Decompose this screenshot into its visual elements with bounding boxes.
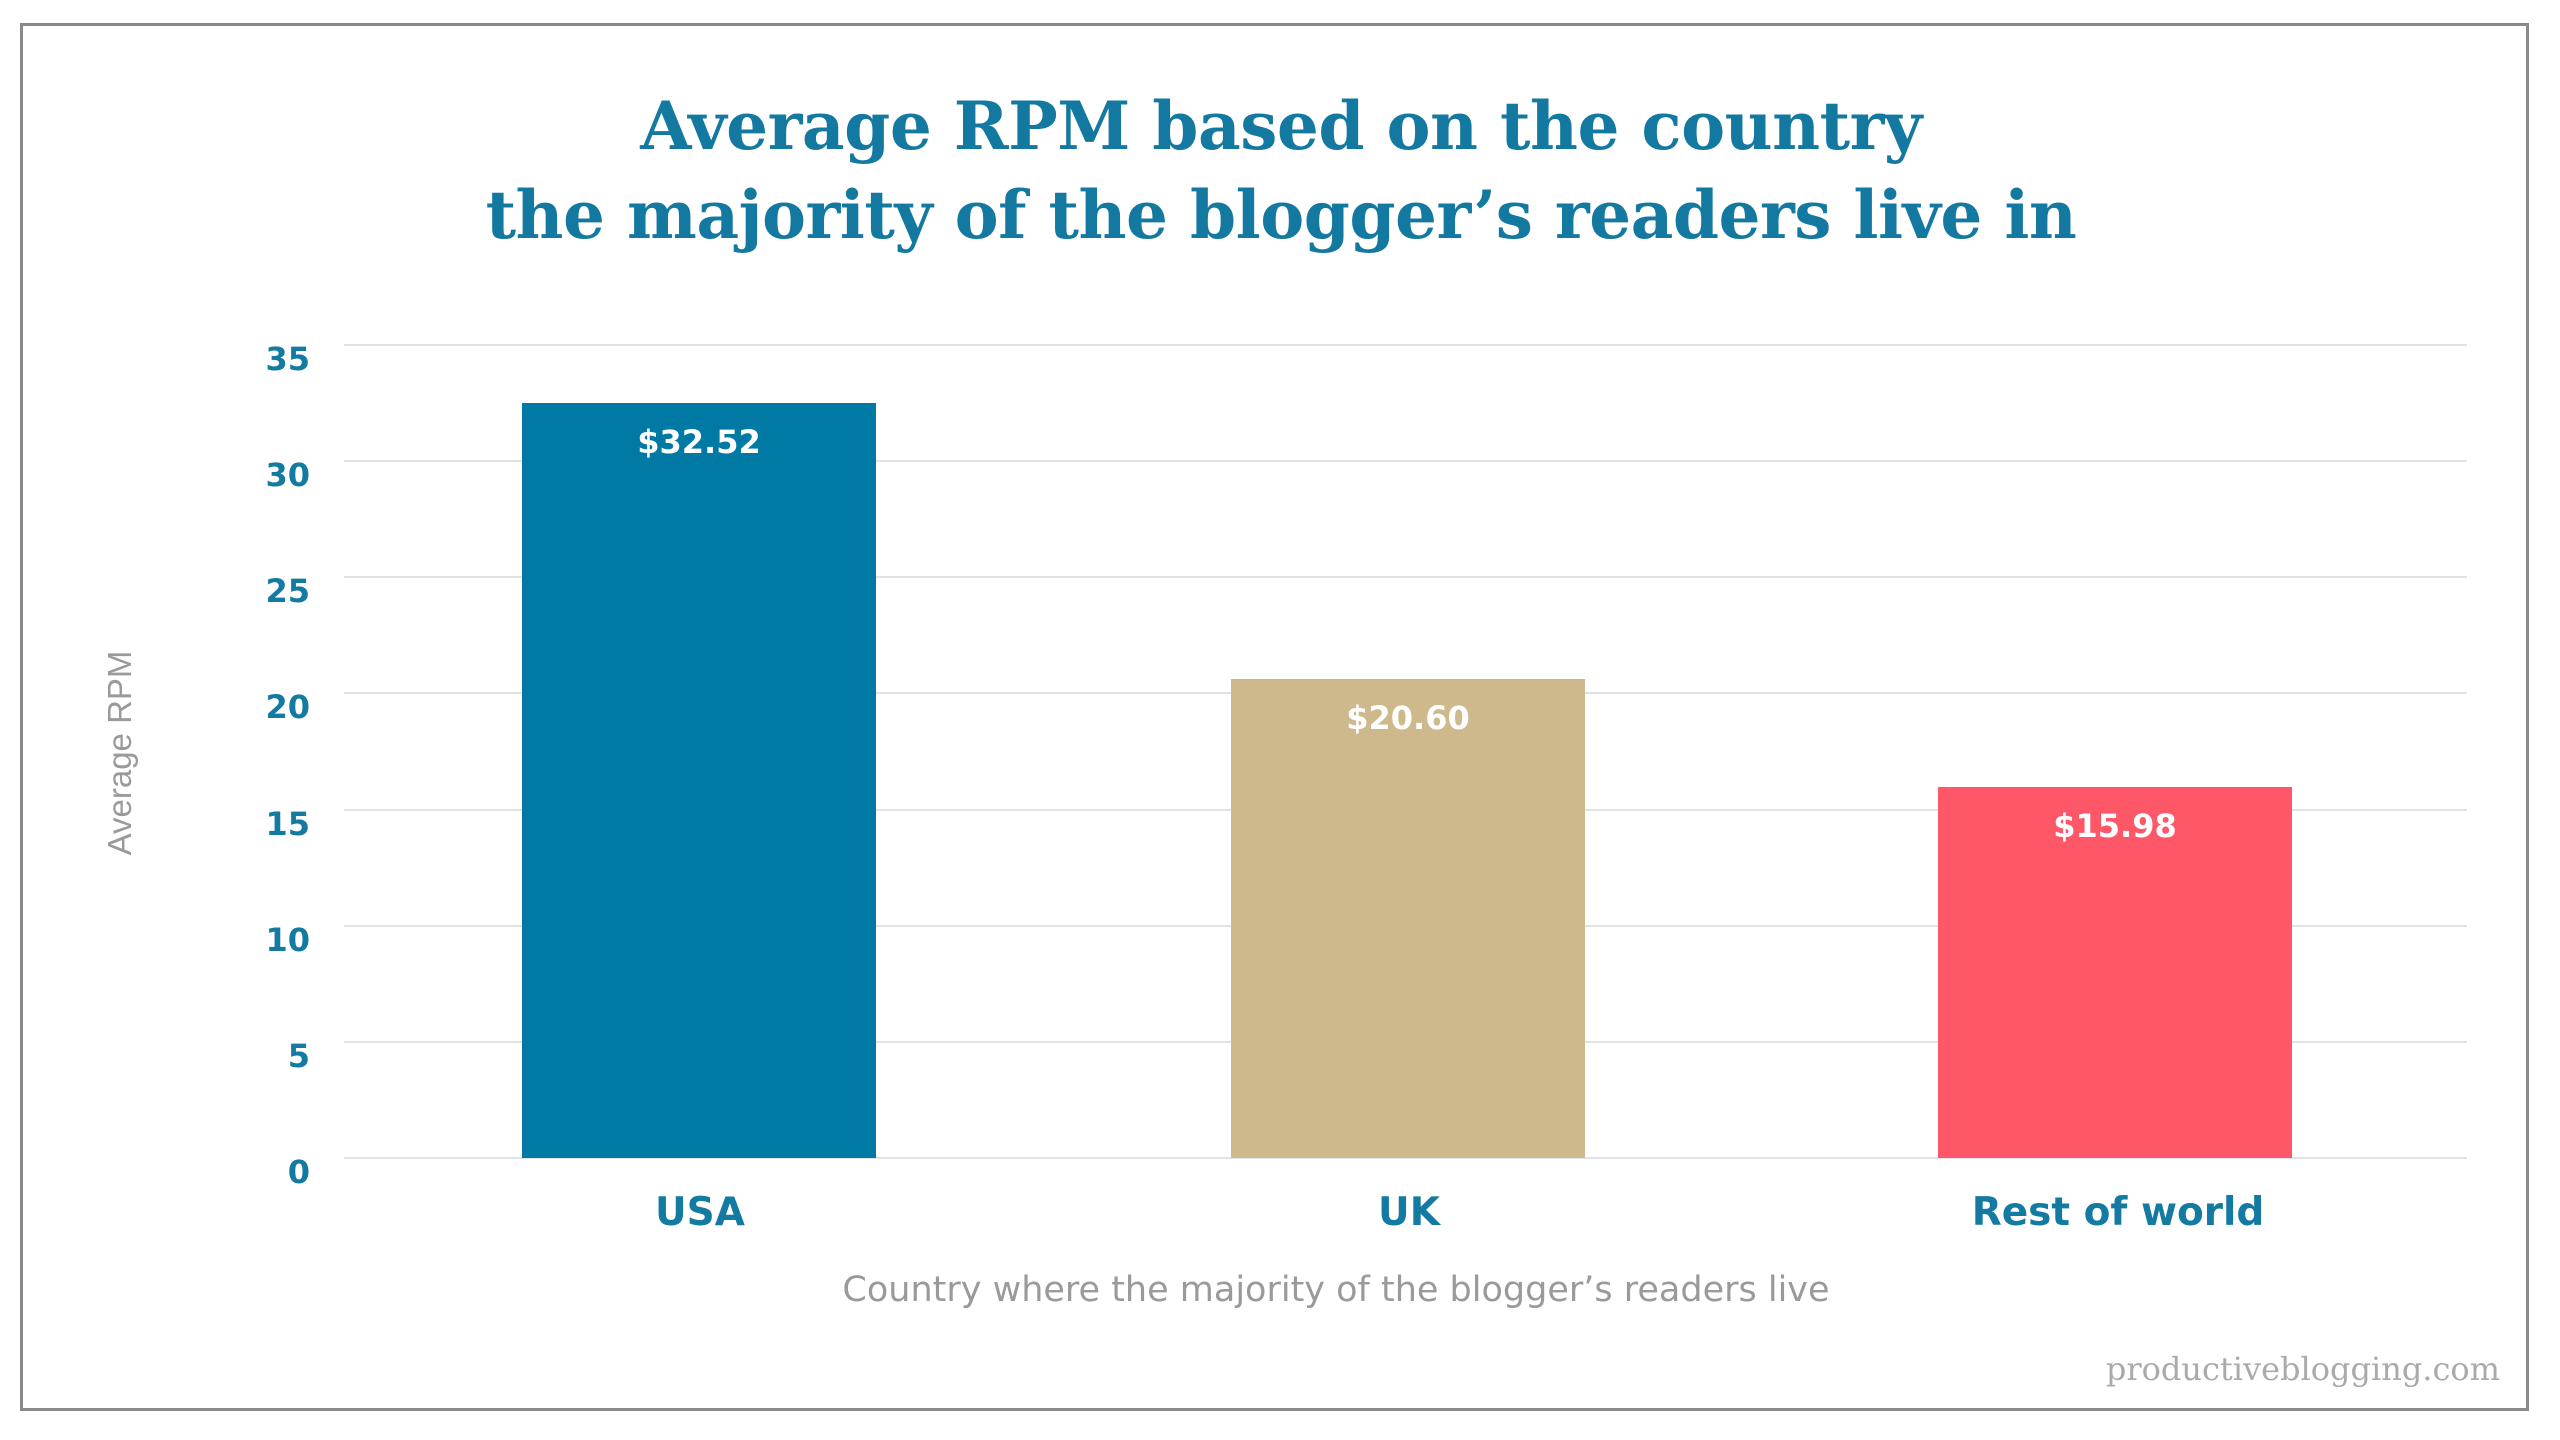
x-category-label: UK: [1378, 1190, 1440, 1235]
bar-value-label: $15.98: [2053, 806, 2177, 845]
chart-title-line-2: the majority of the blogger’s readers li…: [485, 176, 2077, 254]
y-tick-label: 5: [287, 1036, 310, 1075]
y-tick-label: 35: [265, 340, 310, 378]
y-tick-label: 15: [265, 804, 310, 843]
bar-value-label: $32.52: [637, 422, 761, 461]
chart-title-line-1: Average RPM based on the country: [640, 87, 1922, 165]
gridline: [344, 344, 2467, 346]
watermark: productiveblogging.com: [2105, 1350, 2500, 1388]
gridline: [344, 1157, 2467, 1159]
bar-uk[interactable]: $20.60: [1231, 679, 1585, 1158]
x-category-label: Rest of world: [1971, 1190, 2265, 1235]
y-axis-title: Average RPM: [101, 650, 138, 856]
gridline: [344, 576, 2467, 579]
bar-rest-of-world[interactable]: $15.98: [1938, 786, 2292, 1158]
y-tick-label: 30: [265, 456, 310, 495]
y-tick-label: 10: [265, 920, 310, 959]
x-category-label: USA: [655, 1190, 745, 1235]
y-tick-label: 25: [265, 572, 310, 611]
bar-usa[interactable]: $32.52: [522, 402, 876, 1158]
x-axis-title: Country where the majority of the blogge…: [842, 1270, 1830, 1310]
y-tick-label: 0: [287, 1153, 310, 1191]
y-tick-label: 20: [265, 688, 310, 727]
gridline: [344, 460, 2467, 463]
bar-value-label: $20.60: [1346, 699, 1470, 738]
